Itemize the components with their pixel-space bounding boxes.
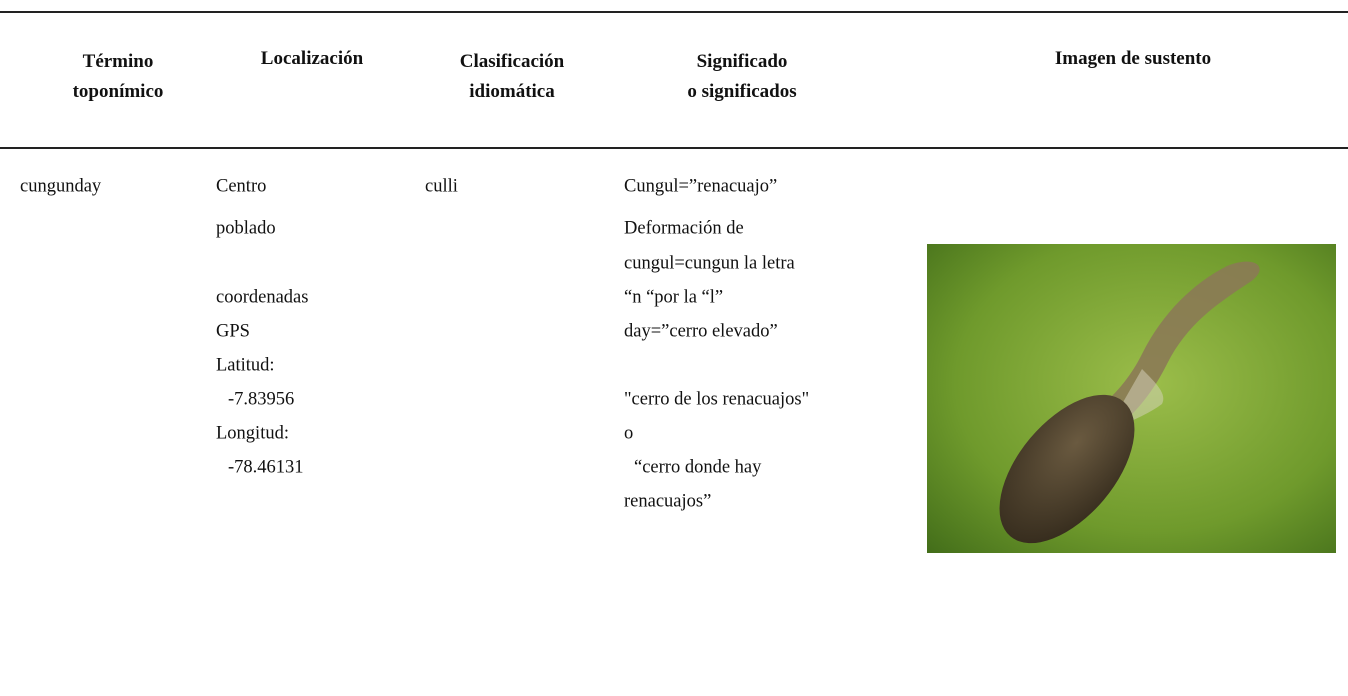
column-header: Clasificación idiomática <box>460 47 565 107</box>
column-header: Término toponímico <box>73 47 164 107</box>
header-line: Término <box>82 51 154 72</box>
cell-text: cungul=cungun la letra <box>624 253 795 274</box>
top-rule <box>0 11 1348 13</box>
header-line: Localización <box>260 48 364 69</box>
header-line: Clasificación <box>459 51 565 72</box>
cell-text: -78.46131 <box>228 457 304 478</box>
cell-text: Latitud: <box>216 355 275 376</box>
cell-text: renacuajos” <box>624 491 712 512</box>
cell-text: cungunday <box>20 176 102 197</box>
cell-text: day=”cerro elevado” <box>624 321 778 342</box>
cell-text: “cerro donde hay <box>634 457 762 478</box>
cell-text: Longitud: <box>216 423 289 444</box>
cell-text: coordenadas <box>216 287 309 308</box>
cell-text: “n “por la “l” <box>624 287 724 308</box>
cell-text: Centro <box>216 176 267 197</box>
header-line: idiomática <box>469 81 555 102</box>
column-header: Localización <box>261 44 363 74</box>
cell-text: poblado <box>216 218 276 239</box>
header-line: o significados <box>687 81 797 102</box>
column-header: Imagen de sustento <box>1055 44 1211 74</box>
cell-text: GPS <box>216 321 250 342</box>
cell-text: o <box>624 423 634 444</box>
header-rule <box>0 147 1348 149</box>
cell-text: -7.83956 <box>228 389 295 410</box>
cell-text: culli <box>425 176 458 197</box>
cell-text: Cungul=”renacuajo” <box>624 176 778 197</box>
tadpole-image <box>927 244 1336 553</box>
header-line: toponímico <box>72 81 164 102</box>
cell-text: "cerro de los renacuajos" <box>624 389 810 410</box>
header-line: Significado <box>696 51 788 72</box>
header-line: Imagen de sustento <box>1054 48 1212 69</box>
column-header: Significado o significados <box>687 47 796 107</box>
cell-text: Deformación de <box>624 218 744 239</box>
